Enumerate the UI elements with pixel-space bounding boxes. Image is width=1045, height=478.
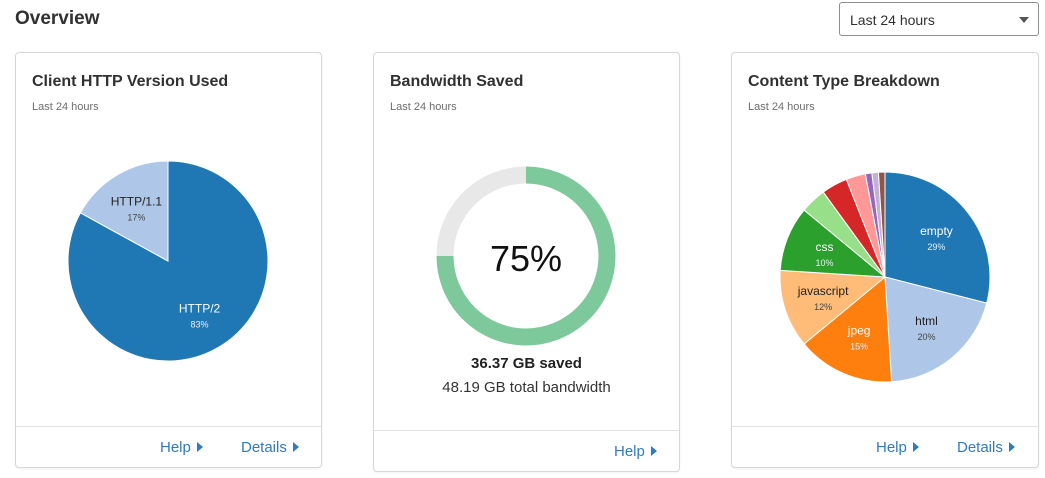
slice-percent: 29% <box>927 242 945 252</box>
help-link[interactable]: Help <box>614 443 657 460</box>
pie-slice-http-1-1 <box>79 160 169 262</box>
triangle-right-icon <box>1008 442 1015 452</box>
slice-label: HTTP/2 <box>179 301 221 315</box>
card-title: Bandwidth Saved <box>390 73 524 90</box>
bandwidth-saved: 36.37 GB saved <box>471 355 582 372</box>
help-link[interactable]: Help <box>876 439 919 456</box>
pie-slice-html <box>884 276 988 383</box>
slice-percent: 83% <box>191 319 209 329</box>
card-footer: Help Details <box>16 426 321 467</box>
slice-percent: 17% <box>127 213 145 223</box>
card-title: Content Type Breakdown <box>748 73 940 90</box>
http-version-pie-chart: HTTP/2 83% HTTP/1.1 17% <box>67 160 269 362</box>
content-type-pie-chart: empty 29% html 20% jpeg 15% javascript 12% css 10… <box>779 171 991 383</box>
slice-label: javascript <box>797 284 849 298</box>
triangle-right-icon <box>196 442 203 452</box>
card-footer: Help Details <box>732 426 1038 467</box>
slice-label: empty <box>920 224 953 238</box>
chevron-down-icon <box>1019 17 1029 23</box>
bandwidth-card: Bandwidth Saved Last 24 hours 75% 36.37 … <box>373 52 680 472</box>
time-range-value: Last 24 hours <box>850 12 935 28</box>
content-type-card: Content Type Breakdown Last 24 hours emp… <box>731 52 1039 468</box>
bandwidth-ring-chart: 75% <box>436 166 616 346</box>
page-title: Overview <box>15 8 100 29</box>
slice-percent: 20% <box>917 332 935 342</box>
slice-label: css <box>815 240 833 254</box>
time-range-select[interactable]: Last 24 hours <box>839 2 1039 36</box>
slice-label: jpeg <box>847 324 871 338</box>
slice-percent: 12% <box>814 302 832 312</box>
pie-slice-javascript <box>779 269 887 345</box>
slice-percent: 10% <box>815 258 833 268</box>
details-label: Details <box>241 439 287 456</box>
card-subtitle: Last 24 hours <box>748 101 815 113</box>
slice-label: html <box>915 314 938 328</box>
details-link[interactable]: Details <box>957 439 1015 456</box>
card-subtitle: Last 24 hours <box>390 101 457 113</box>
pie-slice-jpeg <box>803 275 893 383</box>
triangle-right-icon <box>292 442 299 452</box>
help-label: Help <box>876 439 907 456</box>
triangle-right-icon <box>912 442 919 452</box>
pie-slice-slice-10 <box>877 171 886 278</box>
card-title: Client HTTP Version Used <box>32 73 229 90</box>
bandwidth-percent: 75% <box>490 238 562 279</box>
ring-fill <box>436 166 616 346</box>
card-footer: Help <box>374 430 679 471</box>
slice-label: HTTP/1.1 <box>111 195 163 209</box>
help-label: Help <box>160 439 191 456</box>
details-label: Details <box>957 439 1003 456</box>
http-version-card: Client HTTP Version Used Last 24 hours H… <box>15 52 322 468</box>
details-link[interactable]: Details <box>241 439 299 456</box>
help-link[interactable]: Help <box>160 439 203 456</box>
card-subtitle: Last 24 hours <box>32 101 99 113</box>
slice-percent: 15% <box>850 342 868 352</box>
help-label: Help <box>614 443 645 460</box>
pie-slice-empty <box>884 171 991 304</box>
triangle-right-icon <box>650 446 657 456</box>
bandwidth-total: 48.19 GB total bandwidth <box>442 379 611 396</box>
